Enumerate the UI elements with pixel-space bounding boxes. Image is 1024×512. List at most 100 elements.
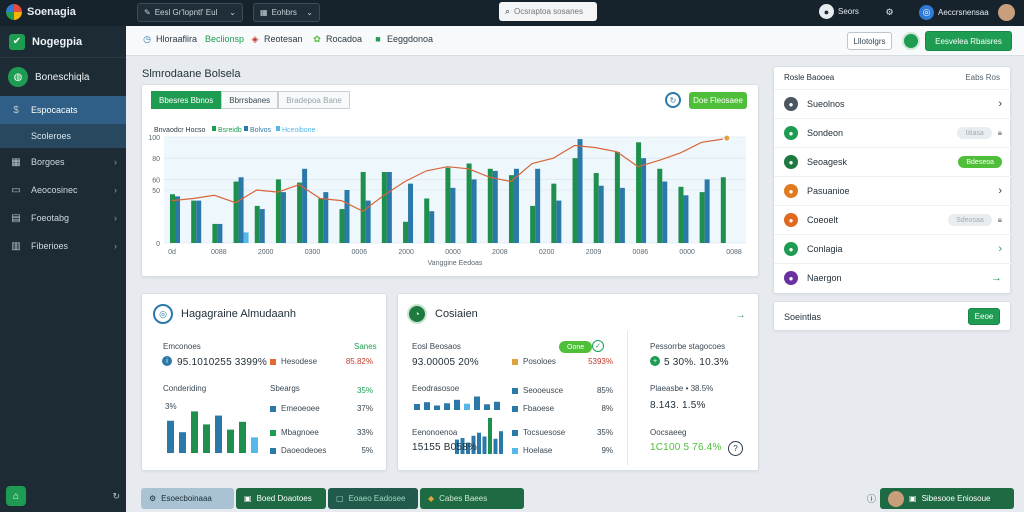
bar[interactable] [641, 158, 647, 243]
bar[interactable] [403, 221, 409, 243]
bar[interactable] [556, 200, 562, 243]
bar[interactable] [487, 168, 493, 243]
bottom-button-1[interactable]: ⚙ Esoecboinaaa [141, 488, 234, 509]
panel-row[interactable]: ● Sondeon Iitiasa 🔒︎ [774, 118, 1012, 147]
bar[interactable] [482, 436, 487, 454]
bar[interactable] [175, 196, 180, 243]
home-icon[interactable]: ⌂ [6, 486, 26, 506]
bottom-button-2[interactable]: ▣ Boed Doaotoes [236, 488, 326, 509]
bar[interactable] [572, 158, 578, 243]
bar[interactable] [598, 185, 604, 243]
segment-2[interactable]: Bbrrsbanes [221, 91, 279, 109]
bar[interactable] [699, 192, 705, 243]
panel-row[interactable]: ● Coeoelt Sdeosaa 🔒︎ [774, 205, 1012, 234]
view-select[interactable]: ▦ Eohbrs ⌄ [253, 3, 320, 22]
bar[interactable] [466, 442, 470, 454]
bar[interactable] [535, 168, 541, 243]
user-menu-1[interactable]: ● Seors [819, 4, 859, 19]
bar[interactable] [662, 181, 668, 243]
bar[interactable] [471, 435, 476, 454]
bar[interactable] [233, 181, 239, 243]
bar[interactable] [429, 211, 435, 243]
bar[interactable] [323, 192, 329, 243]
bar[interactable] [386, 171, 392, 243]
user-menu-2[interactable]: ◎ Aeccrsnensaa [919, 4, 1015, 21]
status-pill[interactable]: Bdeseoa [958, 156, 1002, 168]
bottom-button-4[interactable]: ◆ Cabes Baees [420, 488, 524, 509]
segment-1[interactable]: Bbesres Bbnos [151, 91, 222, 109]
bar[interactable] [494, 401, 500, 410]
tab-3[interactable]: ✿ Rocadoa [312, 34, 362, 45]
bar[interactable] [454, 399, 460, 410]
bar[interactable] [508, 175, 514, 243]
sidebar-brand[interactable]: ✔ Nogegpia [0, 26, 126, 58]
app-logo[interactable]: Soenagia [6, 4, 76, 20]
bar[interactable] [339, 209, 345, 243]
bar[interactable] [275, 179, 281, 243]
bar[interactable] [477, 432, 481, 454]
settings-icon[interactable]: ⚙ [885, 7, 894, 17]
bar[interactable] [227, 429, 234, 453]
bar[interactable] [170, 194, 175, 243]
bar[interactable] [251, 437, 258, 453]
bar[interactable] [360, 171, 366, 243]
bar[interactable] [302, 168, 308, 243]
bar[interactable] [414, 404, 420, 410]
bar[interactable] [474, 396, 480, 411]
sidebar-item-2[interactable]: Scoleroes [0, 124, 126, 148]
bar[interactable] [179, 432, 186, 453]
avatar[interactable] [997, 4, 1015, 21]
panel-row[interactable]: ● Naergon → [774, 263, 1012, 292]
bar[interactable] [683, 195, 689, 243]
bar[interactable] [280, 192, 286, 243]
outline-button[interactable]: Lllotolgrs [847, 32, 892, 50]
bar[interactable] [577, 139, 583, 243]
sidebar-item-3[interactable]: ▦ Borgoes › [0, 148, 126, 176]
segment-3[interactable]: Bradepoa Bane [278, 91, 350, 109]
bar[interactable] [484, 404, 490, 410]
project-select[interactable]: ✎ Eesl Gr'lopntl' Eul ⌄ [137, 3, 243, 22]
bar[interactable] [254, 205, 260, 243]
bar[interactable] [444, 403, 450, 410]
bar[interactable] [551, 183, 557, 243]
sidebar-item-6[interactable]: ▥ Fiberioes › [0, 232, 126, 260]
bar[interactable] [492, 170, 498, 243]
bar[interactable] [191, 411, 198, 453]
bar[interactable] [445, 167, 451, 243]
panel-row[interactable]: ● Pasuanioe › [774, 176, 1012, 205]
status-pill[interactable]: Iitiasa [957, 127, 992, 139]
refresh-icon[interactable]: ↻ [112, 490, 120, 501]
bar[interactable] [167, 420, 174, 453]
bar[interactable] [657, 168, 663, 243]
bar[interactable] [239, 421, 246, 453]
sidebar-item-4[interactable]: ▭ Aeocosinec › [0, 176, 126, 204]
bar[interactable] [191, 200, 197, 243]
bar[interactable] [424, 402, 430, 410]
chevron-right-icon[interactable]: › [998, 243, 1002, 255]
bottom-user-button[interactable]: ▣ Sibesooe Eniosoue [880, 488, 1014, 509]
bar[interactable] [466, 163, 472, 244]
panel-row[interactable]: ● Seoagesk Bdeseoa [774, 147, 1012, 176]
card2-badge[interactable]: Oone [559, 341, 593, 353]
bar[interactable] [678, 186, 684, 243]
refresh-icon[interactable]: ↻ [665, 92, 681, 108]
bar[interactable] [365, 200, 371, 243]
avatar[interactable] [902, 32, 920, 50]
search-box[interactable]: ⌕ [499, 2, 597, 21]
bar[interactable] [318, 198, 324, 243]
chevron-right-icon[interactable]: › [998, 98, 1002, 110]
bar[interactable] [203, 424, 210, 453]
bar[interactable] [434, 405, 440, 411]
bar[interactable] [636, 142, 642, 243]
chevron-right-icon[interactable]: › [998, 185, 1002, 197]
sidebar-item-5[interactable]: ▤ Foeotabg › [0, 204, 126, 232]
bar[interactable] [464, 403, 470, 410]
search-input[interactable] [514, 7, 589, 16]
bar[interactable] [513, 168, 519, 243]
bar[interactable] [259, 209, 265, 243]
help-icon[interactable]: ? [728, 441, 743, 456]
bar[interactable] [424, 198, 430, 243]
bar[interactable] [344, 190, 350, 243]
bar[interactable] [196, 200, 202, 243]
tab-1[interactable]: ◷ Hloraaflira Beclionsp [142, 34, 244, 45]
